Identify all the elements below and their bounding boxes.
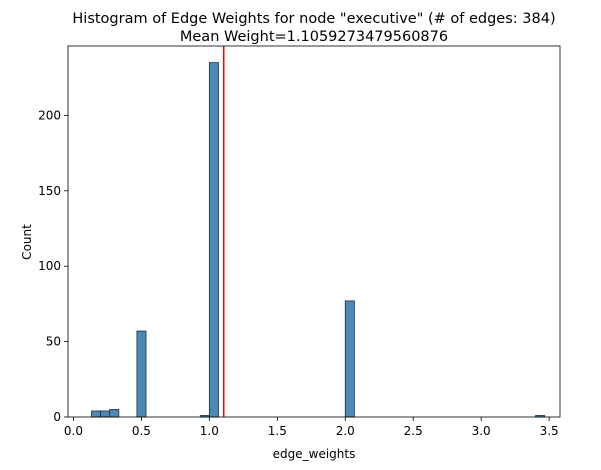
x-tick-label-6: 3.0 <box>472 424 491 438</box>
x-axis-ticks: 0.0 0.5 1.0 1.5 2.0 2.5 3.0 3.5 <box>64 417 559 438</box>
chart-title: Histogram of Edge Weights for node "exec… <box>72 11 555 27</box>
histogram-bar-2 <box>109 409 120 418</box>
y-axis-ticks: 0 50 100 150 200 <box>38 108 68 424</box>
x-tick-label-0: 0.0 <box>64 424 83 438</box>
x-tick-label-3: 1.5 <box>268 424 287 438</box>
histogram-bar-0 <box>91 410 102 418</box>
x-tick-label-2: 1.0 <box>200 424 219 438</box>
x-tick-label-4: 2.0 <box>336 424 355 438</box>
y-axis-label: Count <box>20 224 34 260</box>
x-tick-label-5: 2.5 <box>404 424 423 438</box>
y-tick-label-3: 150 <box>38 184 61 198</box>
histogram-bar-6 <box>344 300 355 418</box>
x-tick-label-1: 0.5 <box>132 424 151 438</box>
bars-group <box>91 62 546 418</box>
y-tick-label-2: 100 <box>38 259 61 273</box>
plot-frame <box>67 45 561 418</box>
y-tick-label-0: 0 <box>53 410 61 424</box>
x-axis-label: edge_weights <box>273 447 356 461</box>
histogram-bar-1 <box>100 410 111 418</box>
histogram-bar-5 <box>208 62 219 418</box>
histogram-bar-3 <box>136 330 147 418</box>
y-tick-label-4: 200 <box>38 108 61 122</box>
chart-subtitle: Mean Weight=1.1059273479560876 <box>180 29 448 45</box>
y-tick-label-1: 50 <box>46 335 61 349</box>
x-tick-label-7: 3.5 <box>540 424 559 438</box>
